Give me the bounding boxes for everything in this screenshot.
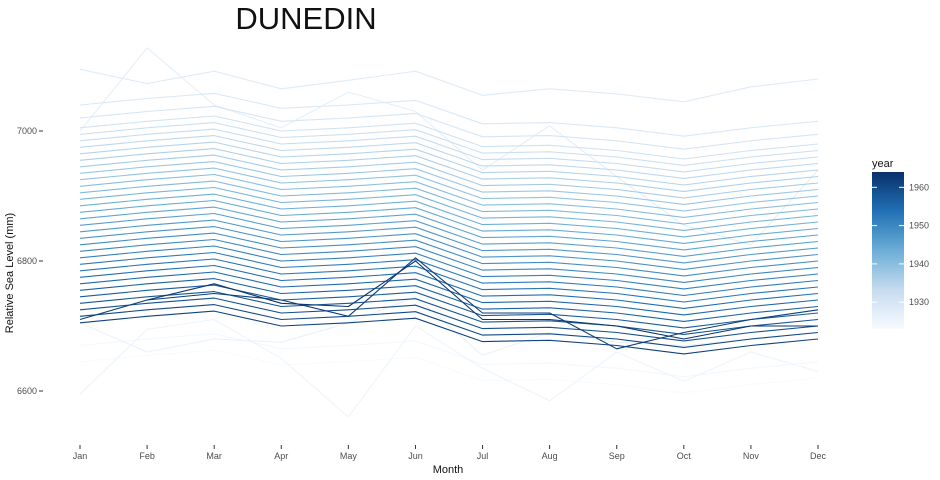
x-tick-label: Sep — [609, 451, 625, 461]
x-axis: Jan Feb Mar Apr May Jun Jul Aug Sep Oct Nov Dec — [73, 445, 827, 461]
series-line-1944 — [79, 199, 819, 244]
series-line-1956 — [79, 278, 819, 322]
legend-ticks: 1930 1940 1950 1960 — [872, 182, 929, 307]
x-tick-label: Dec — [810, 451, 827, 461]
series-line-1928 — [79, 68, 819, 103]
x-tick-label: Apr — [274, 451, 288, 461]
series-line-1929 — [79, 92, 819, 137]
legend-title: year — [872, 158, 894, 170]
series-line-1950 — [79, 238, 819, 283]
series-line-1934 — [79, 135, 819, 179]
x-tick-label: Feb — [139, 451, 155, 461]
series-line-1940 — [79, 173, 819, 218]
y-tick-label: 7000 — [17, 126, 37, 136]
series-line-1947 — [79, 219, 819, 264]
x-tick-label: Oct — [677, 451, 692, 461]
x-tick-label: Mar — [206, 451, 222, 461]
y-tick-label: 6800 — [17, 256, 37, 266]
x-axis-title: Month — [433, 464, 464, 476]
series-line-1953 — [79, 258, 819, 303]
x-tick-label: Nov — [743, 451, 760, 461]
series-line-1935 — [79, 141, 819, 186]
series-line-1941 — [79, 180, 819, 225]
series-line-1946 — [79, 212, 819, 257]
series-line-1961 — [79, 310, 819, 355]
series-line-1926 — [79, 296, 819, 356]
series-line-1931 — [79, 115, 819, 160]
series-line-1962 — [79, 257, 819, 350]
series-line-1959 — [79, 297, 819, 342]
series-layer — [79, 47, 819, 418]
series-line-1925 — [79, 318, 819, 418]
legend-tick-label: 1950 — [909, 221, 929, 231]
series-line-1933 — [79, 128, 819, 173]
legend: year 1930 1940 1950 1960 — [872, 158, 929, 329]
series-line-1938 — [79, 161, 819, 205]
series-line-1939 — [79, 167, 819, 212]
series-line-1930 — [79, 105, 819, 150]
series-line-1948 — [79, 226, 819, 270]
x-tick-label: Jun — [408, 451, 423, 461]
series-line-1945 — [79, 206, 819, 251]
series-line-1949 — [79, 232, 819, 277]
series-line-1936 — [79, 148, 819, 192]
series-line-1960 — [79, 304, 819, 348]
series-line-1942 — [79, 186, 819, 231]
series-line-1932 — [79, 122, 819, 166]
series-line-1958 — [79, 291, 819, 335]
legend-tick-label: 1960 — [909, 182, 929, 192]
y-tick-label: 6600 — [17, 386, 37, 396]
legend-colorbar — [872, 172, 904, 329]
series-line-1951 — [79, 245, 819, 290]
x-tick-label: May — [340, 451, 358, 461]
series-line-1937 — [79, 154, 819, 199]
x-tick-label: Aug — [542, 451, 558, 461]
series-line-1924 — [79, 333, 819, 378]
chart-title: DUNEDIN — [235, 1, 376, 36]
series-line-1952 — [79, 251, 819, 297]
series-line-1963 — [146, 260, 818, 340]
series-line-1923 — [79, 349, 819, 394]
y-axis-title: Relative Sea Level (mm) — [4, 213, 16, 333]
legend-tick-label: 1940 — [909, 259, 929, 269]
legend-tick-label: 1930 — [909, 297, 929, 307]
series-line-1954 — [79, 264, 819, 309]
x-tick-label: Jul — [477, 451, 489, 461]
series-line-1943 — [79, 193, 819, 238]
y-axis: 6600 6800 7000 — [17, 126, 43, 396]
x-tick-label: Jan — [73, 451, 88, 461]
